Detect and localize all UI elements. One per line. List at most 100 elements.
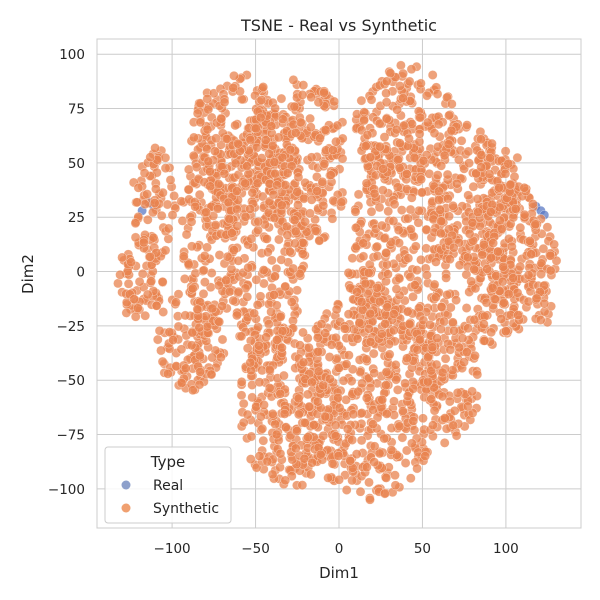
- synthetic-point: [121, 308, 132, 318]
- synthetic-point: [259, 400, 269, 410]
- synthetic-point: [277, 114, 288, 125]
- synthetic-point: [130, 218, 141, 229]
- synthetic-point: [310, 226, 321, 236]
- synthetic-point: [165, 175, 176, 185]
- synthetic-point: [379, 132, 390, 142]
- synthetic-point: [280, 475, 291, 486]
- synthetic-point: [466, 276, 477, 287]
- synthetic-point: [328, 195, 339, 206]
- synthetic-point: [258, 265, 269, 275]
- synthetic-point: [240, 178, 251, 189]
- synthetic-point: [320, 328, 331, 338]
- synthetic-point: [232, 221, 243, 231]
- synthetic-point: [457, 333, 468, 344]
- synthetic-point: [276, 254, 287, 265]
- synthetic-point: [202, 93, 213, 104]
- synthetic-point: [320, 125, 331, 135]
- synthetic-point: [519, 209, 530, 220]
- synthetic-point: [416, 174, 426, 185]
- synthetic-point: [243, 262, 254, 273]
- synthetic-point: [390, 470, 400, 481]
- synthetic-point: [190, 201, 201, 212]
- legend-title: Type: [150, 453, 185, 471]
- synthetic-point: [500, 168, 511, 179]
- synthetic-point: [324, 352, 335, 362]
- synthetic-point: [437, 367, 448, 378]
- synthetic-point: [388, 216, 399, 226]
- synthetic-point: [266, 121, 277, 132]
- synthetic-point: [429, 405, 440, 416]
- synthetic-point: [205, 181, 216, 192]
- synthetic-point: [199, 251, 210, 261]
- synthetic-point: [394, 163, 405, 173]
- y-tick-label: −50: [57, 373, 86, 389]
- synthetic-point: [412, 463, 422, 474]
- synthetic-point: [410, 241, 421, 252]
- synthetic-point: [318, 430, 329, 441]
- synthetic-point: [305, 469, 316, 480]
- synthetic-point: [191, 162, 202, 172]
- synthetic-point: [163, 368, 173, 379]
- synthetic-point: [282, 168, 293, 179]
- synthetic-point: [318, 200, 329, 211]
- synthetic-point: [298, 80, 309, 90]
- synthetic-point: [368, 348, 379, 359]
- synthetic-point: [229, 70, 239, 81]
- synthetic-point: [441, 273, 451, 283]
- synthetic-point: [439, 438, 450, 448]
- synthetic-point: [334, 474, 344, 485]
- synthetic-point: [493, 246, 503, 257]
- synthetic-point: [462, 401, 473, 412]
- synthetic-point: [412, 265, 422, 275]
- synthetic-point: [151, 300, 162, 311]
- synthetic-point: [327, 458, 338, 469]
- synthetic-point: [503, 289, 514, 299]
- synthetic-point: [295, 117, 306, 128]
- synthetic-point: [195, 117, 206, 128]
- synthetic-point: [194, 379, 205, 390]
- synthetic-point: [180, 310, 191, 321]
- synthetic-point: [304, 342, 314, 353]
- synthetic-point: [330, 420, 341, 431]
- synthetic-point: [395, 81, 405, 91]
- x-tick-label: −50: [241, 541, 270, 557]
- synthetic-point: [356, 408, 367, 418]
- synthetic-point: [389, 396, 399, 407]
- synthetic-point: [297, 90, 308, 100]
- synthetic-point: [160, 163, 171, 173]
- synthetic-point: [495, 215, 505, 226]
- synthetic-point: [377, 394, 388, 405]
- synthetic-point: [513, 310, 523, 321]
- synthetic-point: [293, 200, 303, 210]
- synthetic-point: [126, 257, 136, 268]
- synthetic-point: [315, 133, 325, 144]
- synthetic-point: [115, 269, 125, 280]
- synthetic-point: [163, 223, 174, 234]
- synthetic-point: [272, 180, 282, 191]
- synthetic-point: [157, 276, 168, 287]
- synthetic-point: [464, 228, 475, 239]
- synthetic-point: [369, 188, 380, 199]
- synthetic-point: [247, 392, 258, 403]
- synthetic-point: [257, 423, 268, 434]
- synthetic-point: [445, 344, 456, 355]
- synthetic-point: [223, 197, 234, 208]
- synthetic-point: [140, 199, 150, 210]
- synthetic-point: [303, 432, 313, 443]
- synthetic-point: [261, 332, 271, 343]
- synthetic-point: [288, 263, 299, 274]
- synthetic-point: [413, 217, 424, 228]
- y-tick-label: 50: [68, 156, 85, 172]
- synthetic-point: [464, 158, 474, 168]
- synthetic-point: [275, 312, 286, 322]
- synthetic-point: [203, 156, 214, 167]
- synthetic-point: [448, 420, 459, 431]
- synthetic-point: [315, 449, 326, 460]
- synthetic-point: [416, 78, 426, 89]
- synthetic-point: [307, 377, 317, 388]
- synthetic-point: [312, 396, 323, 407]
- synthetic-point: [343, 268, 354, 278]
- synthetic-point: [334, 403, 345, 413]
- synthetic-point: [331, 136, 341, 147]
